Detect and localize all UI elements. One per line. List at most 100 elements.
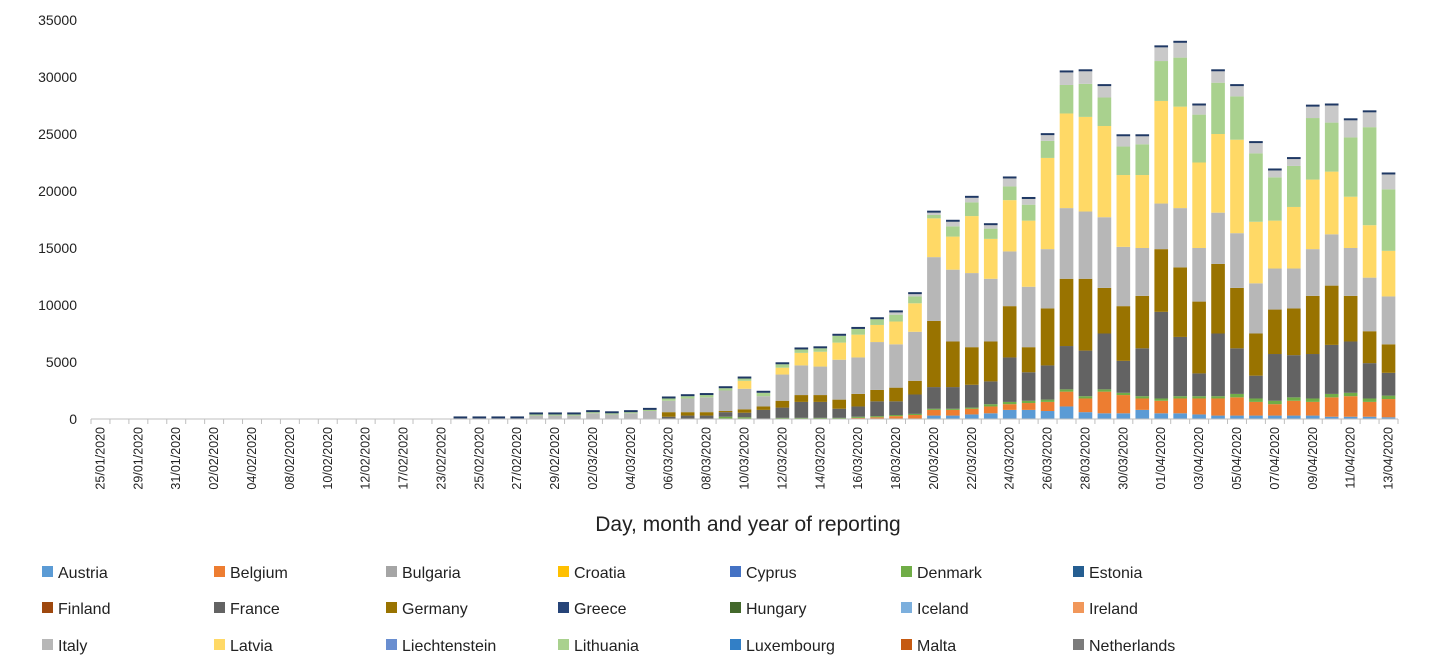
bar-top-cap [813, 346, 828, 349]
x-tick-label: 24/03/2020 [1003, 427, 1017, 490]
bar-segment [946, 408, 960, 410]
bar-segment [1173, 267, 1187, 337]
legend-item: Germany [386, 601, 468, 618]
bar-segment [832, 359, 847, 400]
bar-segment [1154, 203, 1169, 250]
bar-segment [927, 387, 941, 409]
bar-segment [1135, 348, 1150, 397]
bar-segment [1287, 397, 1301, 401]
bar-segment [642, 411, 657, 419]
bar-segment [1154, 413, 1169, 419]
bar-segment [964, 347, 979, 385]
bar-segment [870, 319, 884, 325]
bar-segment [1154, 400, 1169, 414]
bar-segment [1173, 106, 1187, 209]
bar-segment [1135, 398, 1150, 410]
bar-segment [1059, 208, 1074, 279]
bar-segment [946, 415, 960, 419]
bar-segment [1362, 363, 1377, 399]
bar-segment [661, 416, 676, 419]
bar-segment [1040, 249, 1055, 309]
bar-segment [832, 399, 847, 409]
bar-segment [1381, 250, 1396, 297]
bar-segment [1021, 220, 1036, 287]
bar-segment [1154, 249, 1169, 312]
bar-segment [1173, 336, 1187, 397]
bar-segment [1324, 105, 1339, 123]
legend-label: Hungary [746, 601, 806, 618]
bar-top-cap [832, 333, 847, 336]
bar-top-cap [548, 412, 562, 415]
bar-segment [1211, 415, 1225, 419]
x-tick-label: 12/03/2020 [775, 427, 789, 490]
legend-item: Greece [558, 601, 627, 618]
bar-segment [1097, 97, 1112, 127]
bar-segment [1002, 404, 1017, 410]
bar-segment [1116, 146, 1131, 176]
x-tick-label: 29/02/2020 [548, 427, 562, 490]
bar-segment [1249, 401, 1263, 416]
bar-segment [1116, 136, 1131, 147]
bar-top-cap [680, 394, 695, 397]
legend-swatch [42, 639, 53, 650]
bar-segment [1097, 217, 1112, 288]
bar-segment [1154, 47, 1169, 62]
x-tick-label: 08/02/2020 [283, 427, 297, 490]
bar-segment [1305, 179, 1320, 250]
bar-segment [1268, 354, 1282, 401]
bar-segment [1268, 170, 1282, 178]
x-tick-label: 22/03/2020 [965, 427, 979, 490]
legend-label: Iceland [917, 601, 969, 618]
bar-top-cap [794, 347, 809, 350]
bar-segment [1287, 159, 1301, 166]
x-tick-label: 31/01/2020 [169, 427, 183, 490]
legend-label: France [230, 601, 280, 618]
legend-item: Bulgaria [386, 565, 461, 582]
bar-segment [983, 278, 998, 342]
bar-segment [1343, 295, 1358, 342]
bar-top-cap [1154, 45, 1169, 48]
bar-segment [699, 412, 714, 416]
bar-segment [1249, 375, 1263, 399]
bar-segment [927, 218, 941, 258]
legend-label: Luxembourg [746, 638, 835, 655]
bar-segment [927, 212, 941, 215]
legend-label: Belgium [230, 565, 288, 582]
y-axis: 0 5000 10000 15000 20000 25000 30000 35000 [38, 12, 77, 427]
bar-segment [1116, 306, 1131, 361]
bar-segment [851, 417, 865, 419]
bar-segment [1343, 248, 1358, 296]
legend-swatch [901, 639, 912, 650]
bar-segment [946, 226, 960, 237]
x-tick-label: 09/04/2020 [1306, 427, 1320, 490]
legend-item: Netherlands [1073, 638, 1175, 655]
y-tick-label: 30000 [38, 69, 77, 85]
legend-label: Cyprus [746, 565, 797, 582]
bar-segment [737, 388, 752, 410]
bar-segment [1059, 389, 1074, 392]
x-tick-label: 04/02/2020 [245, 427, 259, 490]
bar-segment [1097, 413, 1112, 419]
bar-segment [1059, 406, 1074, 419]
x-tick-label: 03/04/2020 [1192, 427, 1206, 490]
bar-top-cap [889, 310, 903, 313]
bar-segment [661, 412, 676, 417]
x-tick-label: 20/03/2020 [927, 427, 941, 490]
bar-segment [1173, 42, 1187, 58]
bar-segment [813, 351, 828, 367]
bar-top-cap [1381, 172, 1396, 175]
x-axis-title: Day, month and year of reporting [595, 513, 900, 536]
bar-segment [1078, 83, 1093, 117]
bar-segment [813, 395, 828, 402]
bar-segment [699, 415, 714, 419]
bar-segment [1324, 397, 1339, 417]
x-tick-label: 08/03/2020 [700, 427, 714, 490]
bar-segment [1287, 206, 1301, 269]
bar-segment [983, 406, 998, 414]
bar-segment [1002, 357, 1017, 402]
bar-segment [946, 341, 960, 388]
bar-segment [1343, 196, 1358, 248]
bar-segment [1268, 268, 1282, 310]
legend-item: Belgium [214, 565, 288, 582]
bar-segment [548, 414, 562, 416]
